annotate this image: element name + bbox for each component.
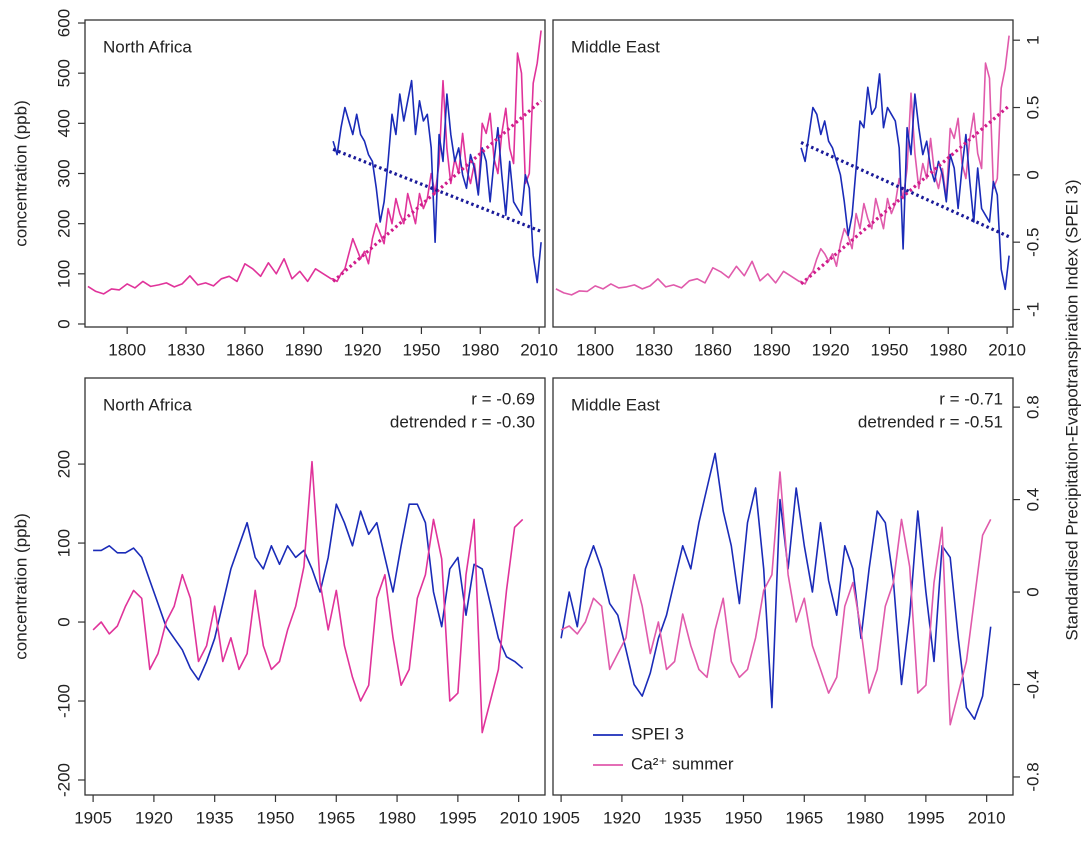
x-tick-label: 1935 xyxy=(196,808,234,827)
x-tick-label: 1980 xyxy=(929,340,967,359)
x-tick-label: 1890 xyxy=(753,340,791,359)
panel-frame xyxy=(84,377,546,796)
y2-tick-label: 0.8 xyxy=(1023,395,1042,419)
x-tick-label: 1950 xyxy=(725,808,763,827)
x-tick-label: 1950 xyxy=(403,340,441,359)
x-tick-label: 1980 xyxy=(846,808,884,827)
series-line xyxy=(87,30,542,295)
x-tick-label: 1950 xyxy=(257,808,295,827)
series-line xyxy=(92,460,524,734)
y-axis-label: concentration (ppb) xyxy=(11,513,30,659)
x-tick-label: 1995 xyxy=(439,808,477,827)
legend-label: SPEI 3 xyxy=(631,724,684,743)
x-tick-label: 1830 xyxy=(167,340,205,359)
y2-tick-label: -1 xyxy=(1023,302,1042,317)
x-tick-label: 1980 xyxy=(461,340,499,359)
annotation: r = -0.69 xyxy=(471,389,535,408)
x-tick-label: 1860 xyxy=(694,340,732,359)
panel-title: Middle East xyxy=(571,37,660,56)
y2-tick-label: 0 xyxy=(1023,170,1042,179)
annotation: r = -0.71 xyxy=(939,389,1003,408)
x-tick-label: 1950 xyxy=(871,340,909,359)
y-tick-label: 100 xyxy=(54,529,73,557)
y-tick-label: 200 xyxy=(54,209,73,237)
y-tick-label: 0 xyxy=(54,617,73,626)
y2-axis-label: Standardised Precipitation-Evapotranspir… xyxy=(1062,179,1081,640)
y2-tick-label: 0 xyxy=(1023,587,1042,596)
series-line xyxy=(93,503,524,681)
y-tick-label: 300 xyxy=(54,159,73,187)
y-tick-label: 100 xyxy=(54,260,73,288)
y-tick-label: -200 xyxy=(54,763,73,797)
x-tick-label: 1860 xyxy=(226,340,264,359)
panel-frame xyxy=(552,19,1014,328)
x-tick-label: 2010 xyxy=(520,340,558,359)
y-tick-label: -100 xyxy=(54,684,73,718)
trend-line xyxy=(800,104,1011,286)
panel-title: North Africa xyxy=(103,37,192,56)
y2-tick-label: 1 xyxy=(1023,35,1042,44)
y-tick-label: 600 xyxy=(54,9,73,37)
trend-line xyxy=(332,147,542,233)
x-tick-label: 1830 xyxy=(635,340,673,359)
y2-tick-label: -0.8 xyxy=(1023,762,1042,791)
x-tick-label: 1935 xyxy=(664,808,702,827)
x-tick-label: 1890 xyxy=(285,340,323,359)
x-tick-label: 2010 xyxy=(968,808,1006,827)
x-tick-label: 1920 xyxy=(603,808,641,827)
panel-title: Middle East xyxy=(571,395,660,414)
y2-tick-label: 0.4 xyxy=(1023,488,1042,512)
y2-tick-label: -0.5 xyxy=(1023,228,1042,257)
x-tick-label: 1800 xyxy=(576,340,614,359)
series-line xyxy=(555,35,1010,296)
y-tick-label: 0 xyxy=(54,319,73,328)
x-tick-label: 1905 xyxy=(74,808,112,827)
y-tick-label: 200 xyxy=(54,450,73,478)
y-axis-label: concentration (ppb) xyxy=(11,100,30,246)
y-tick-label: 500 xyxy=(54,59,73,87)
series-line xyxy=(560,471,992,726)
x-tick-label: 2010 xyxy=(988,340,1026,359)
legend-label: Ca²⁺ summer xyxy=(631,754,734,773)
panel-title: North Africa xyxy=(103,395,192,414)
series-line xyxy=(560,452,992,720)
series-line xyxy=(332,79,542,284)
x-tick-label: 1800 xyxy=(108,340,146,359)
x-tick-label: 1965 xyxy=(785,808,823,827)
x-tick-label: 1920 xyxy=(344,340,382,359)
y2-tick-label: 0.5 xyxy=(1023,96,1042,120)
y-tick-label: 400 xyxy=(54,109,73,137)
series-line xyxy=(800,73,1010,291)
x-tick-label: 1920 xyxy=(812,340,850,359)
x-tick-label: 1980 xyxy=(378,808,416,827)
panel-frame xyxy=(552,377,1014,796)
y2-tick-label: -0.4 xyxy=(1023,670,1042,699)
x-tick-label: 1905 xyxy=(542,808,580,827)
annotation: detrended r = -0.30 xyxy=(390,412,535,431)
x-tick-label: 1920 xyxy=(135,808,173,827)
x-tick-label: 1965 xyxy=(317,808,355,827)
x-tick-label: 1995 xyxy=(907,808,945,827)
annotation: detrended r = -0.51 xyxy=(858,412,1003,431)
x-tick-label: 2010 xyxy=(500,808,538,827)
